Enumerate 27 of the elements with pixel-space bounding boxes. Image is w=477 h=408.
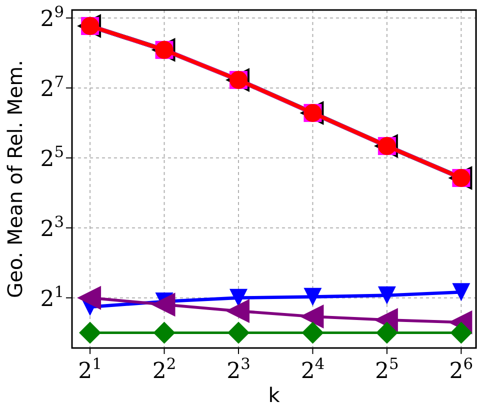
y-tick-label: 2$^{3}$	[40, 212, 64, 242]
x-tick-label: 2$^{2}$	[152, 355, 176, 384]
x-tick-label: 2$^{3}$	[226, 355, 250, 384]
x-tick-label: 2$^{5}$	[375, 355, 399, 384]
point	[376, 322, 398, 344]
point	[302, 322, 324, 344]
point	[229, 288, 248, 307]
point	[300, 304, 324, 329]
y-tick-label: 2$^{9}$	[40, 3, 64, 32]
point	[79, 322, 102, 344]
point	[153, 322, 176, 344]
point	[452, 283, 470, 302]
point	[450, 322, 472, 344]
y-tick-label: 2$^{5}$	[40, 142, 64, 172]
point	[378, 286, 396, 304]
point	[151, 292, 176, 317]
x-tick-label: 2$^{6}$	[449, 355, 474, 384]
point	[304, 288, 322, 306]
y-tick-label: 2$^{1}$	[40, 282, 64, 312]
x-tick-label: 2$^{4}$	[300, 355, 325, 384]
y-axis-title: Geo. Mean of Rel. Mem.	[3, 60, 27, 298]
x-axis-title: k	[268, 383, 280, 407]
point	[225, 299, 250, 324]
point	[77, 286, 102, 310]
point	[227, 322, 250, 344]
y-tick-label: 2$^{7}$	[40, 72, 64, 102]
x-tick-label: 2$^{1}$	[78, 355, 102, 384]
